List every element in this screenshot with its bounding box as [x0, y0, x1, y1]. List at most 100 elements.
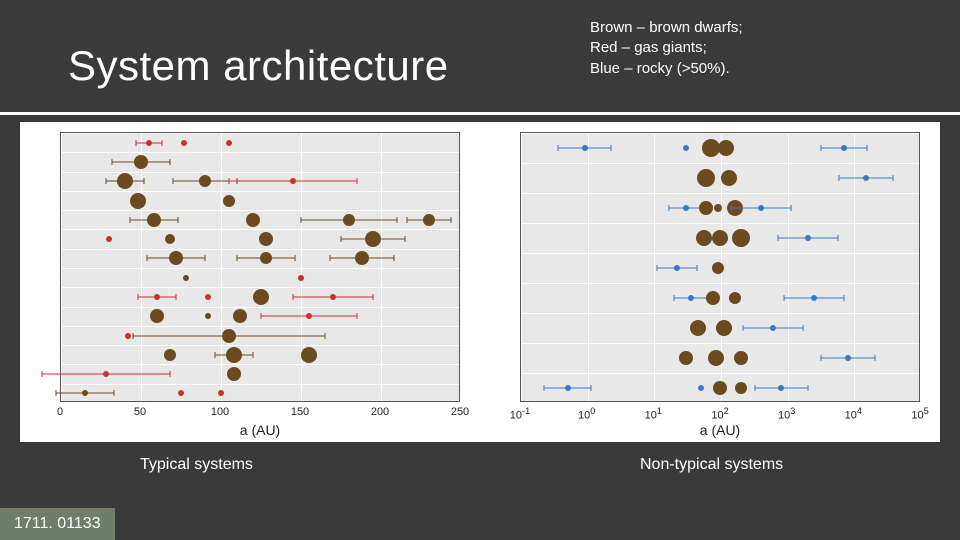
- x-tick-label: 105: [911, 406, 928, 422]
- plot-area: [520, 132, 920, 402]
- data-point: [758, 205, 764, 211]
- error-cap: [325, 333, 326, 339]
- data-point: [683, 205, 689, 211]
- error-cap: [742, 325, 743, 331]
- data-point: [718, 140, 734, 156]
- error-cap: [697, 265, 698, 271]
- gridline: [301, 133, 302, 401]
- error-cap: [844, 295, 845, 301]
- gridline: [654, 133, 655, 401]
- error-cap: [161, 140, 162, 146]
- error-cap: [802, 325, 803, 331]
- gridline: [521, 223, 919, 224]
- data-point: [729, 292, 741, 304]
- gridline: [61, 364, 459, 365]
- data-point: [679, 351, 693, 365]
- error-cap: [837, 235, 838, 241]
- data-point: [690, 320, 706, 336]
- data-point: [355, 251, 369, 265]
- error-cap: [821, 355, 822, 361]
- gridline: [61, 345, 459, 346]
- error-cap: [169, 159, 170, 165]
- x-tick-label: 102: [711, 406, 728, 422]
- data-point: [778, 385, 784, 391]
- color-legend: Brown – brown dwarfs; Red – gas giants; …: [590, 18, 743, 79]
- gridline: [854, 133, 855, 401]
- gridline: [61, 403, 459, 404]
- error-cap: [777, 235, 778, 241]
- error-cap: [357, 313, 358, 319]
- error-cap: [557, 145, 558, 151]
- error-cap: [41, 371, 42, 377]
- data-point: [688, 295, 694, 301]
- x-tick-label: 104: [845, 406, 862, 422]
- error-cap: [214, 352, 215, 358]
- error-cap: [105, 178, 106, 184]
- data-point: [298, 275, 304, 281]
- data-point: [164, 349, 176, 361]
- data-point: [841, 145, 847, 151]
- x-tick-label: 100: [578, 406, 595, 422]
- data-point: [218, 390, 224, 396]
- data-point: [698, 385, 704, 391]
- x-axis-label: a (AU): [240, 422, 280, 438]
- data-point: [716, 320, 732, 336]
- data-point: [260, 252, 272, 264]
- x-tick-label: 150: [291, 406, 309, 418]
- data-point: [306, 313, 312, 319]
- data-point: [845, 355, 851, 361]
- data-point: [130, 193, 146, 209]
- data-point: [582, 145, 588, 151]
- gridline: [521, 313, 919, 314]
- data-point: [863, 175, 869, 181]
- data-point: [226, 140, 232, 146]
- error-cap: [113, 390, 114, 396]
- error-cap: [820, 145, 821, 151]
- error-cap: [544, 385, 545, 391]
- data-point: [714, 204, 722, 212]
- data-point: [290, 178, 296, 184]
- data-point: [712, 230, 728, 246]
- data-point: [805, 235, 811, 241]
- error-cap: [176, 294, 177, 300]
- gridline: [521, 343, 919, 344]
- error-cap: [173, 178, 174, 184]
- error-cap: [112, 159, 113, 165]
- x-axis-label: a (AU): [700, 422, 740, 438]
- gridline: [221, 133, 222, 401]
- right-caption: Non-typical systems: [640, 456, 783, 474]
- error-cap: [205, 255, 206, 261]
- error-cap: [405, 236, 406, 242]
- error-cap: [731, 205, 732, 211]
- title-rule: [0, 112, 960, 115]
- error-cap: [373, 294, 374, 300]
- gridline: [921, 133, 922, 401]
- data-point: [82, 390, 88, 396]
- error-cap: [261, 313, 262, 319]
- data-point: [154, 294, 160, 300]
- error-cap: [294, 255, 295, 261]
- error-cap: [867, 145, 868, 151]
- error-cap: [129, 217, 130, 223]
- data-point: [233, 309, 247, 323]
- error-cap: [237, 255, 238, 261]
- data-point: [674, 265, 680, 271]
- data-point: [205, 313, 211, 319]
- error-cap: [611, 145, 612, 151]
- error-cap: [393, 255, 394, 261]
- data-point: [253, 289, 269, 305]
- error-cap: [147, 255, 148, 261]
- gridline: [521, 193, 919, 194]
- gridline: [61, 249, 459, 250]
- data-point: [708, 350, 724, 366]
- gridline: [61, 133, 62, 401]
- data-point: [199, 175, 211, 187]
- error-cap: [784, 295, 785, 301]
- legend-line: Brown – brown dwarfs;: [590, 18, 743, 38]
- data-point: [169, 251, 183, 265]
- data-point: [706, 291, 720, 305]
- data-point: [712, 262, 724, 274]
- error-cap: [657, 265, 658, 271]
- gridline: [521, 253, 919, 254]
- data-point: [205, 294, 211, 300]
